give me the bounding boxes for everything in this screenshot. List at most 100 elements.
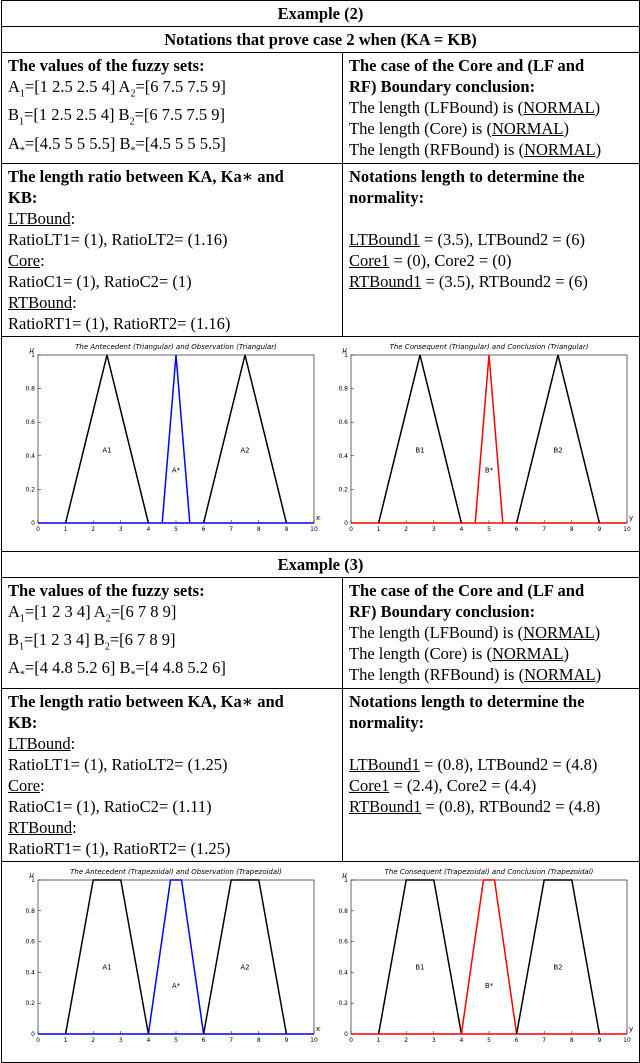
ex2-case-line: The length (RFBound) is (NORMAL)	[349, 140, 602, 159]
ex2-core-label: Core:	[8, 250, 45, 270]
x-tick-label: 10	[623, 526, 631, 533]
y-tick-label: 0.8	[338, 908, 348, 915]
y-tick-label: 1	[344, 352, 348, 359]
ex2-core-value: RatioC1= (1), RatioC2= (1)	[8, 271, 192, 291]
x-tick-label: 3	[119, 1037, 123, 1044]
series-line	[515, 879, 600, 1034]
y-tick-label: 0.2	[25, 486, 35, 493]
x-tick-label: 5	[487, 526, 491, 533]
x-tick-label: 9	[597, 526, 601, 533]
y-axis-label: μ	[29, 346, 35, 354]
y-tick-label: 0.8	[25, 385, 35, 392]
x-tick-label: 6	[202, 1037, 206, 1044]
x-tick-label: 4	[459, 1037, 463, 1044]
y-axis-label: μ	[29, 871, 35, 879]
ex3-core-value: RatioC1= (1), RatioC2= (1.11)	[8, 796, 212, 816]
x-tick-label: 7	[229, 526, 233, 533]
ex2-normality-heading-2: normality:	[349, 187, 425, 207]
ex3-antecedent-chart: The Antecedent (Trapezoidal) and Observa…	[25, 868, 320, 1044]
series-line	[161, 354, 191, 523]
series-line	[377, 879, 462, 1034]
ex2-case-heading: The case of the Core and (LF and	[349, 56, 585, 75]
ex2-rtbound-value: RatioRT1= (1), RatioRT2= (1.16)	[8, 313, 231, 333]
example3-title: Example (3)	[0, 550, 640, 578]
chart-title: The Consequent (Trapezoidal) and Conclus…	[384, 868, 593, 876]
ex2-antecedent-chart: The Antecedent (Triangular) and Observat…	[25, 343, 321, 533]
x-tick-label: 0	[36, 1037, 40, 1044]
y-tick-label: 0.2	[338, 486, 348, 493]
chart-title: The Consequent (Triangular) and Conclusi…	[389, 343, 588, 351]
ex2-ratio-heading: The length ratio between KA, Ka∗ and	[8, 166, 284, 186]
series-line	[460, 879, 517, 1034]
ex2-case-line: The length (Core) is (NORMAL)	[349, 119, 569, 138]
plot-frame	[350, 354, 627, 524]
ex3-normality-heading: Notations length to determine the	[349, 691, 585, 711]
ex2-ltbound-label: LTBound:	[8, 208, 76, 228]
x-tick-label: 8	[569, 1037, 573, 1044]
y-tick-label: 1	[344, 877, 348, 884]
x-axis-label: y₁	[629, 514, 634, 522]
x-tick-label: 9	[597, 1037, 601, 1044]
y-axis-label: μ	[341, 871, 347, 879]
ex3-set-line: B1=[1 2 3 4] B2=[6 7 8 9]	[8, 630, 176, 653]
x-tick-label: 7	[542, 526, 546, 533]
y-tick-label: 1	[31, 352, 35, 359]
example2-title: Example (2)	[0, 0, 640, 27]
x-tick-label: 8	[257, 526, 261, 533]
series-line	[473, 354, 504, 523]
y-tick-label: 0	[344, 1031, 348, 1038]
ex2-normality-cell: Notations length to determine the normal…	[341, 162, 640, 337]
y-tick-label: 0.4	[25, 969, 35, 976]
series-label: A*	[172, 466, 181, 474]
ex2-ltbound-value: RatioLT1= (1), RatioLT2= (1.16)	[8, 229, 228, 249]
x-tick-label: 0	[36, 526, 40, 533]
ex2-consequent-chart: The Consequent (Triangular) and Conclusi…	[338, 343, 634, 533]
ex3-ltbound-norm: LTBound1 = (0.8), LTBound2 = (4.8)	[349, 754, 598, 774]
series-label: A2	[240, 963, 249, 971]
y-tick-label: 0.8	[25, 908, 35, 915]
y-tick-label: 0	[31, 1031, 35, 1038]
series-label: B2	[553, 446, 562, 454]
y-tick-label: 0.2	[338, 1000, 348, 1007]
y-tick-label: 1	[31, 877, 35, 884]
y-tick-label: 0	[31, 520, 35, 527]
plot-frame	[37, 354, 315, 524]
y-tick-label: 0.6	[25, 938, 35, 945]
ex3-rtbound-norm: RTBound1 = (0.8), RTBound2 = (4.8)	[349, 796, 601, 816]
ex3-consequent-chart: The Consequent (Trapezoidal) and Conclus…	[338, 868, 633, 1044]
ex3-normality-cell: Notations length to determine the normal…	[341, 687, 640, 862]
ex2-case-heading-2: RF) Boundary conclusion:	[349, 77, 536, 96]
ex3-ratio-heading: The length ratio between KA, Ka∗ and	[8, 691, 284, 711]
ex3-ltbound-label: LTBound:	[8, 733, 76, 753]
x-tick-label: 2	[404, 1037, 408, 1044]
x-tick-label: 3	[431, 526, 435, 533]
x-tick-label: 7	[229, 1037, 233, 1044]
ex2-plots-cell: The Antecedent (Triangular) and Observat…	[0, 335, 640, 552]
x-tick-label: 5	[174, 526, 178, 533]
ex2-ratio-heading-2: KB:	[8, 187, 38, 207]
x-tick-label: 1	[376, 526, 380, 533]
series-line	[147, 879, 205, 1034]
x-axis-label: x₁	[316, 514, 321, 522]
ex3-values-heading: The values of the fuzzy sets:	[8, 580, 205, 600]
ex3-case-line: The length (Core) is (NORMAL)	[349, 643, 569, 663]
ex2-case-line: The length (LFBound) is (NORMAL)	[349, 98, 601, 117]
ex3-ratio-cell: The length ratio between KA, Ka∗ and KB:…	[1, 687, 343, 862]
ex2-rtbound-label: RTBound:	[8, 292, 77, 312]
ex3-set-line: A1=[1 2 3 4] A2=[6 7 8 9]	[8, 601, 177, 625]
chart-title: The Antecedent (Triangular) and Observat…	[75, 343, 277, 351]
x-tick-label: 1	[64, 1037, 68, 1044]
series-label: A1	[102, 446, 111, 454]
series-line	[202, 354, 288, 524]
y-tick-label: 0.4	[338, 969, 348, 976]
series-label: A1	[102, 963, 111, 971]
ex3-case-cell: The case of the Core and (LF and RF) Bou…	[341, 576, 640, 689]
x-tick-label: 10	[310, 1037, 318, 1044]
x-tick-label: 8	[257, 1037, 261, 1044]
y-axis-label: μ	[341, 346, 347, 354]
series-line	[377, 354, 462, 524]
y-tick-label: 0.8	[338, 385, 348, 392]
ex3-set-line: A*=[4 4.8 5.2 6] B*=[4 4.8 5.2 6]	[8, 658, 226, 681]
ex3-normality-heading-2: normality:	[349, 712, 425, 732]
